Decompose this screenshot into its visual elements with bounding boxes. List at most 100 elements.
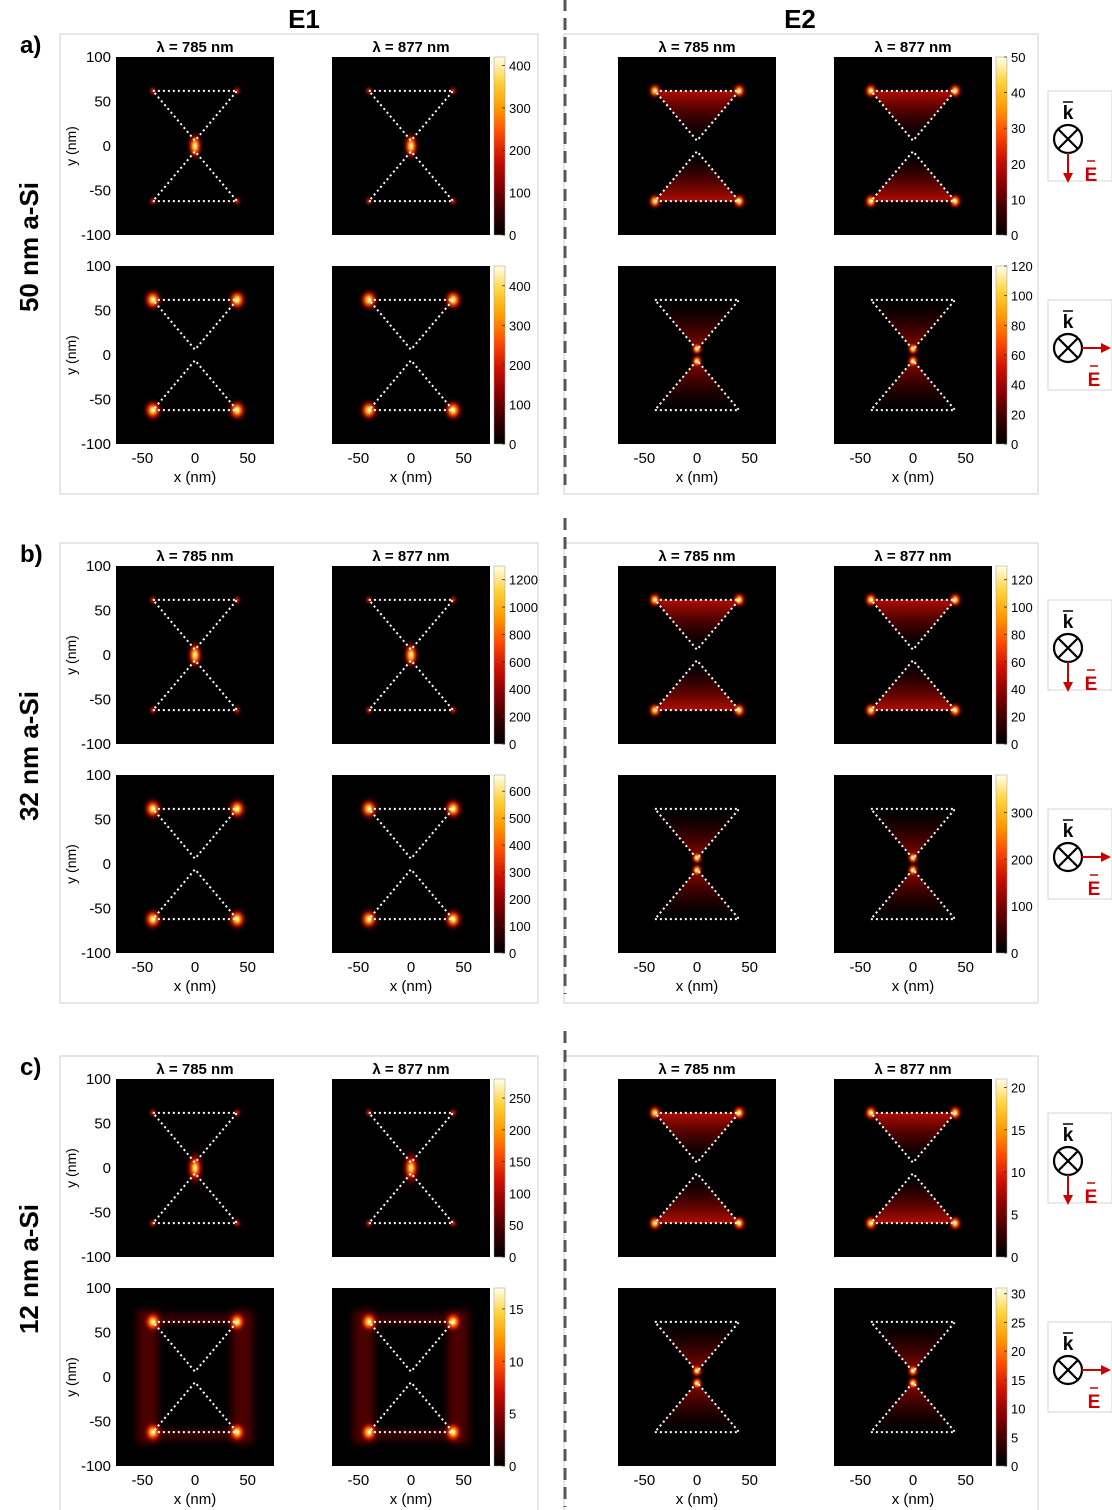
panel-title: λ = 877 nm xyxy=(874,1061,951,1078)
cross-stroke xyxy=(1057,1359,1079,1381)
y-tick-label: 50 xyxy=(94,94,111,111)
colorbar-tick-label: 600 xyxy=(509,655,531,670)
panel-frame-e2 xyxy=(563,33,1039,495)
triangle-outline-bottom xyxy=(150,149,240,203)
y-tick-label: 100 xyxy=(86,258,111,275)
colorbar-scale xyxy=(493,1287,506,1467)
triangle-outline-bottom xyxy=(652,358,742,412)
colorbar-tick-label: 0 xyxy=(1011,228,1018,243)
triangle-outline-top xyxy=(652,298,742,352)
corner-hotspot xyxy=(947,1213,964,1233)
x-tick-label: 0 xyxy=(909,450,917,467)
triangle-outline-bottom xyxy=(652,149,742,203)
x-tick-label: -50 xyxy=(633,959,655,976)
panel-title: λ = 785 nm xyxy=(156,39,233,56)
heatmap-background xyxy=(834,1079,992,1257)
triangle-outline-top xyxy=(652,1320,742,1374)
heatmap-panel: -50 0 50 x (nm) xyxy=(834,1288,992,1508)
y-tick-label: -100 xyxy=(81,227,111,244)
colorbar-tick-label: 100 xyxy=(509,919,531,934)
panel-title: λ = 785 nm xyxy=(156,548,233,565)
colorbar: 20 15 10 5 0 xyxy=(995,1078,1025,1265)
colorbar-tick-label: 40 xyxy=(1011,86,1025,101)
y-axis-label: y (nm) xyxy=(63,635,79,675)
x-tick-label: 50 xyxy=(741,1472,758,1489)
colorbar-tick-label: 500 xyxy=(509,811,531,826)
corner-hotspot xyxy=(226,1309,249,1335)
colorbar-tick-label: 50 xyxy=(1011,50,1025,65)
y-axis-label: y (nm) xyxy=(63,126,79,166)
corner-hotspot xyxy=(226,796,249,822)
colorbar-tick-label: 80 xyxy=(1011,627,1025,642)
triangle-outline-top xyxy=(366,89,456,143)
corner-glow xyxy=(448,1217,459,1229)
corner-glow xyxy=(232,1217,243,1229)
corner-hotspot xyxy=(442,796,465,822)
corner-glow xyxy=(232,195,243,207)
y-tick-label: 100 xyxy=(86,1280,111,1297)
colorbar-tick-label: 100 xyxy=(1011,600,1033,615)
heatmap-background xyxy=(116,266,274,444)
triangle-outline-bottom xyxy=(652,1380,742,1434)
colorbar-tick-label: 20 xyxy=(1011,710,1025,725)
y-axis-label: y (nm) xyxy=(63,1148,79,1188)
heatmap-panel: -50 0 50 x (nm) xyxy=(332,1288,490,1508)
gap-hotspot xyxy=(402,1152,420,1184)
polarization-horizontal: kE xyxy=(1047,808,1112,900)
k-vector-label: k xyxy=(1063,312,1074,333)
triangle-outline-bottom xyxy=(366,1171,456,1225)
y-tick-label: -50 xyxy=(89,1414,111,1431)
colorbar-tick-label: 0 xyxy=(509,946,516,961)
heatmap-background xyxy=(332,266,490,444)
colorbar-scale xyxy=(493,565,506,745)
corner-glow xyxy=(448,1107,459,1119)
corner-hotspot xyxy=(731,590,748,610)
heatmap-background xyxy=(834,57,992,235)
side-field-right xyxy=(447,1310,469,1444)
x-tick-label: -50 xyxy=(633,450,655,467)
colorbar-tick-label: 250 xyxy=(509,1091,531,1106)
x-tick-label: 0 xyxy=(693,959,701,976)
colorbar-tick-label: 5 xyxy=(1011,1430,1018,1445)
colorbar-scale xyxy=(493,265,506,445)
y-tick-label: -100 xyxy=(81,1458,111,1475)
triangle-field-bottom xyxy=(870,660,956,711)
colorbar-tick-label: 0 xyxy=(509,1459,516,1474)
colorbar: 50 40 30 20 10 0 xyxy=(995,50,1025,243)
triangle-field-bottom xyxy=(870,1173,956,1224)
heatmap-panel: -50 0 50 x (nm) xyxy=(332,266,490,486)
colorbar-tick-label: 5 xyxy=(1011,1208,1018,1223)
x-tick-label: 0 xyxy=(909,959,917,976)
e-field-label: E xyxy=(1088,1392,1101,1413)
heatmap-panel: -50 0 50 x (nm) xyxy=(332,775,490,995)
heatmap-panel: 100 50 0 -50 -100 y (nm) -50 0 50 x (nm) xyxy=(63,258,274,486)
colorbar: 400 300 200 100 0 xyxy=(493,56,531,243)
heatmap-background xyxy=(332,775,490,953)
material-label: 50 nm a-Si xyxy=(14,182,44,312)
polarization-box xyxy=(1047,808,1112,900)
e-field-arrowhead xyxy=(1101,343,1111,353)
corner-hotspot xyxy=(947,1103,964,1123)
colorbar: 300 200 100 0 xyxy=(995,774,1033,961)
triangle-field-bottom xyxy=(870,360,956,411)
colorbar-tick-label: 100 xyxy=(1011,289,1033,304)
colorbar-scale xyxy=(995,774,1008,954)
x-axis-label: x (nm) xyxy=(390,469,433,486)
triangle-outline-top xyxy=(868,598,958,652)
colorbar-tick-label: 20 xyxy=(1011,157,1025,172)
x-axis-label: x (nm) xyxy=(390,1491,433,1508)
triangle-outline-bottom xyxy=(868,1380,958,1434)
panel-title: λ = 877 nm xyxy=(372,548,449,565)
triangle-outline-bottom xyxy=(150,658,240,712)
polarization-horizontal: kE xyxy=(1047,299,1112,391)
x-tick-label: 50 xyxy=(239,959,256,976)
e-field-label: E xyxy=(1085,1187,1098,1208)
colorbar-tick-label: 1200 xyxy=(509,573,538,588)
x-tick-label: 0 xyxy=(407,1472,415,1489)
colorbar-tick-label: 10 xyxy=(509,1354,523,1369)
x-tick-label: -50 xyxy=(347,959,369,976)
x-tick-label: 50 xyxy=(239,1472,256,1489)
heatmap-panel: 100 50 0 -50 -100 y (nm) -50 0 50 x (nm) xyxy=(63,767,274,995)
side-field-right xyxy=(231,1310,253,1444)
